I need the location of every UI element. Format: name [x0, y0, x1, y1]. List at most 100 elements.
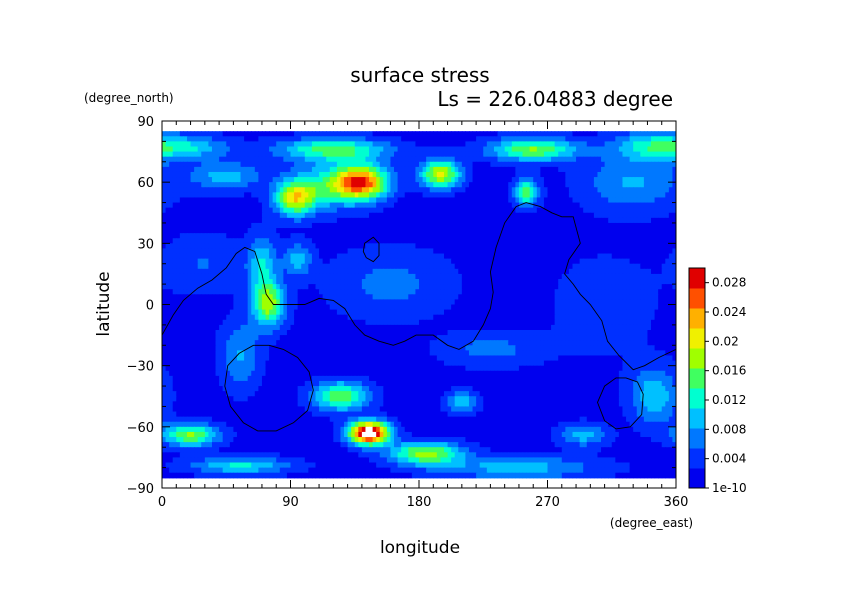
heatmap-cell — [529, 146, 534, 153]
heatmap-cell — [440, 294, 445, 301]
heatmap-cell — [404, 177, 409, 183]
heatmap-cell — [640, 217, 645, 224]
heatmap-cell — [636, 233, 641, 239]
heatmap-cell — [344, 192, 349, 199]
heatmap-cell — [579, 131, 584, 137]
heatmap-cell — [422, 182, 427, 188]
heatmap-cell — [365, 258, 370, 265]
heatmap-cell — [636, 289, 641, 295]
heatmap-cell — [279, 233, 284, 239]
heatmap-cell — [179, 182, 185, 188]
heatmap-cell — [290, 151, 295, 158]
heatmap-cell — [240, 263, 245, 270]
heatmap-cell — [419, 268, 424, 275]
heatmap-cell — [319, 268, 324, 275]
heatmap-cell — [486, 197, 491, 204]
heatmap-cell — [579, 243, 584, 250]
heatmap-cell — [394, 263, 399, 270]
heatmap-cell — [615, 268, 620, 275]
heatmap-cell — [369, 279, 374, 285]
heatmap-cell — [379, 238, 384, 244]
heatmap-cell — [361, 273, 367, 280]
heatmap-cell — [204, 197, 209, 204]
heatmap-cell — [493, 207, 499, 214]
heatmap-cell — [576, 289, 581, 295]
heatmap-cell — [383, 233, 388, 239]
heatmap-cell — [426, 151, 431, 158]
heatmap-cell — [265, 146, 270, 153]
heatmap-cell — [311, 238, 317, 244]
heatmap-cell — [183, 273, 188, 280]
heatmap-cell — [386, 258, 392, 265]
heatmap-cell — [451, 228, 456, 234]
heatmap-cell — [265, 161, 270, 168]
heatmap-cell — [490, 248, 495, 255]
heatmap-cell — [429, 151, 434, 158]
heatmap-cell — [572, 177, 577, 183]
heatmap-cell — [336, 289, 342, 295]
heatmap-cell — [611, 263, 616, 270]
heatmap-cell — [529, 233, 534, 239]
heatmap-cell — [226, 202, 231, 209]
heatmap-cell — [172, 263, 177, 270]
heatmap-cell — [472, 238, 477, 244]
heatmap-cell — [443, 263, 449, 270]
heatmap-cell — [472, 136, 477, 142]
heatmap-cell — [526, 171, 531, 178]
heatmap-cell — [458, 304, 463, 311]
heatmap-cell — [304, 268, 309, 275]
heatmap-cell — [176, 171, 181, 178]
heatmap-cell — [504, 192, 509, 199]
heatmap-cell — [233, 299, 238, 306]
heatmap-cell — [454, 187, 459, 193]
heatmap-cell — [515, 177, 520, 183]
heatmap-cell — [565, 294, 570, 301]
heatmap-cell — [254, 268, 259, 275]
heatmap-cell — [372, 233, 377, 239]
heatmap-cell — [254, 253, 259, 260]
heatmap-cell — [329, 289, 334, 295]
heatmap-cell — [426, 284, 431, 290]
heatmap-cell — [565, 268, 570, 275]
heatmap-cell — [651, 294, 656, 301]
heatmap-cell — [568, 258, 574, 265]
heatmap-cell — [397, 141, 402, 148]
heatmap-cell — [197, 233, 202, 239]
heatmap-cell — [472, 294, 477, 301]
heatmap-cell — [269, 171, 274, 178]
heatmap-cell — [608, 279, 613, 285]
heatmap-cell — [486, 202, 491, 209]
heatmap-cell — [397, 166, 402, 173]
heatmap-cell — [601, 171, 606, 178]
heatmap-cell — [558, 289, 563, 295]
heatmap-cell — [333, 141, 338, 148]
heatmap-cell — [361, 151, 367, 158]
heatmap-cell — [290, 233, 295, 239]
heatmap-cell — [233, 273, 238, 280]
heatmap-cell — [411, 187, 417, 193]
heatmap-cell — [661, 217, 666, 224]
heatmap-cell — [651, 228, 656, 234]
heatmap-cell — [176, 207, 181, 214]
heatmap-cell — [204, 131, 209, 137]
heatmap-cell — [222, 299, 227, 306]
heatmap-cell — [672, 238, 676, 244]
heatmap-cell — [208, 263, 213, 270]
heatmap-cell — [376, 136, 381, 142]
heatmap-cell — [229, 279, 234, 285]
heatmap-cell — [244, 228, 249, 234]
heatmap-cell — [443, 304, 449, 311]
heatmap-cell — [219, 228, 224, 234]
heatmap-cell — [551, 187, 556, 193]
heatmap-cell — [283, 166, 288, 173]
heatmap-cell — [458, 217, 463, 224]
heatmap-cell — [183, 243, 188, 250]
heatmap-cell — [504, 299, 509, 306]
heatmap-cell — [254, 263, 259, 270]
heatmap-cell — [411, 248, 417, 255]
heatmap-cell — [326, 273, 331, 280]
heatmap-cell — [497, 299, 502, 306]
heatmap-cell — [369, 294, 374, 301]
heatmap-cell — [440, 192, 445, 199]
heatmap-cell — [279, 304, 284, 311]
